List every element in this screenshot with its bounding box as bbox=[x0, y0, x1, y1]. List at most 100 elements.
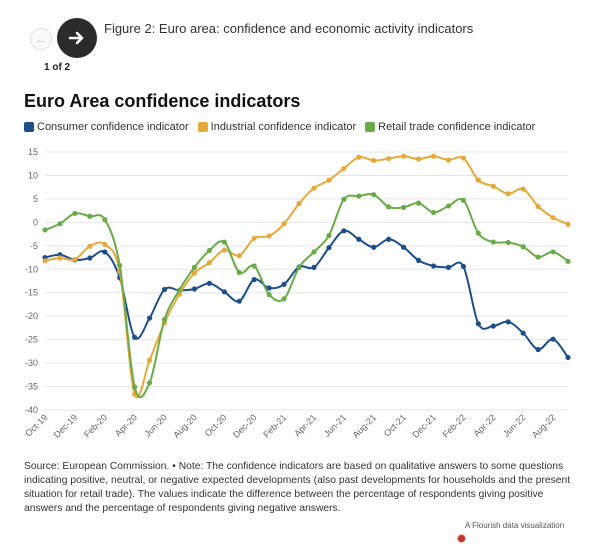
x-tick-label: Dec-21 bbox=[410, 412, 438, 440]
data-point-0 bbox=[356, 236, 362, 242]
data-point-1 bbox=[490, 183, 496, 189]
legend-item-industrial[interactable]: Industrial confidence indicator bbox=[197, 121, 356, 133]
data-point-2 bbox=[266, 292, 272, 298]
data-point-2 bbox=[251, 263, 257, 269]
y-tick-label: -5 bbox=[30, 241, 38, 251]
data-point-2 bbox=[430, 209, 437, 216]
y-tick-label: 10 bbox=[28, 170, 38, 180]
x-tick-label: Apr-21 bbox=[292, 412, 318, 438]
data-point-2 bbox=[371, 192, 377, 198]
y-tick-label: 5 bbox=[33, 194, 38, 204]
data-point-2 bbox=[356, 193, 362, 199]
data-point-0 bbox=[565, 354, 571, 361]
arrow-right-icon bbox=[68, 31, 84, 45]
x-tick-label: Apr-22 bbox=[472, 412, 498, 438]
y-tick-label: -20 bbox=[25, 311, 38, 321]
data-point-1 bbox=[102, 241, 108, 248]
flourish-credit-link[interactable]: A Flourish data visualization bbox=[465, 521, 565, 530]
x-tick-label: Apr-20 bbox=[113, 412, 139, 438]
data-point-0 bbox=[311, 264, 317, 270]
x-tick-label: Oct-19 bbox=[23, 412, 49, 438]
data-point-1 bbox=[401, 153, 407, 159]
data-point-0 bbox=[535, 346, 541, 353]
slide-counter: 1 of 2 bbox=[44, 62, 71, 73]
data-point-1 bbox=[221, 247, 227, 253]
data-point-1 bbox=[550, 215, 556, 221]
data-point-0 bbox=[132, 334, 138, 340]
x-tick-label: Jun-21 bbox=[322, 412, 349, 439]
data-point-2 bbox=[206, 247, 212, 254]
chart-legend: Consumer confidence indicator Industrial… bbox=[24, 121, 535, 133]
data-point-0 bbox=[341, 228, 347, 234]
data-point-0 bbox=[206, 280, 212, 286]
data-point-0 bbox=[505, 319, 511, 325]
previous-figure-button[interactable]: ← bbox=[30, 28, 52, 50]
next-figure-button[interactable] bbox=[57, 18, 97, 58]
data-point-1 bbox=[147, 357, 153, 363]
data-point-2 bbox=[535, 254, 541, 260]
legend-label-consumer: Consumer confidence indicator bbox=[37, 121, 189, 133]
data-point-1 bbox=[475, 177, 481, 183]
chart-title: Euro Area confidence indicators bbox=[24, 91, 301, 111]
data-point-2 bbox=[445, 203, 452, 209]
data-point-0 bbox=[221, 289, 227, 295]
data-point-0 bbox=[415, 257, 422, 263]
data-point-2 bbox=[520, 244, 526, 250]
data-point-0 bbox=[520, 330, 526, 336]
data-point-1 bbox=[72, 256, 78, 263]
data-point-2 bbox=[475, 230, 481, 236]
data-point-0 bbox=[371, 244, 377, 250]
data-point-1 bbox=[386, 155, 392, 162]
x-tick-label: Jun-20 bbox=[142, 412, 169, 439]
data-point-0 bbox=[102, 249, 108, 255]
data-point-0 bbox=[236, 298, 242, 304]
data-point-2 bbox=[460, 197, 466, 203]
legend-swatch-retail bbox=[365, 122, 376, 132]
series-line-2 bbox=[44, 193, 569, 399]
x-tick-label: Dec-20 bbox=[231, 412, 259, 440]
y-tick-label: -35 bbox=[25, 382, 38, 392]
data-point-2 bbox=[57, 221, 63, 227]
data-point-0 bbox=[87, 255, 93, 261]
data-point-1 bbox=[445, 157, 452, 163]
data-point-2 bbox=[221, 239, 227, 245]
legend-item-consumer[interactable]: Consumer confidence indicator bbox=[24, 121, 189, 133]
data-point-2 bbox=[72, 210, 78, 217]
flourish-logo-icon bbox=[457, 534, 466, 543]
x-tick-label: Aug-20 bbox=[171, 412, 199, 440]
data-point-2 bbox=[87, 213, 93, 219]
data-point-2 bbox=[132, 384, 138, 390]
data-point-2 bbox=[341, 196, 347, 202]
data-point-0 bbox=[326, 245, 332, 251]
x-tick-label: Aug-21 bbox=[351, 412, 379, 440]
y-tick-label: -40 bbox=[25, 405, 38, 415]
data-point-0 bbox=[191, 286, 198, 292]
data-point-1 bbox=[281, 221, 287, 227]
data-point-0 bbox=[460, 263, 466, 270]
data-point-2 bbox=[176, 287, 183, 293]
data-point-2 bbox=[311, 249, 317, 255]
data-point-0 bbox=[401, 244, 407, 250]
source-note: Source: European Commission. • Note: The… bbox=[24, 461, 571, 514]
data-point-0 bbox=[445, 264, 452, 270]
y-tick-label: -25 bbox=[25, 335, 38, 345]
data-point-1 bbox=[505, 191, 511, 197]
data-point-0 bbox=[386, 236, 392, 242]
data-point-0 bbox=[490, 323, 496, 329]
data-point-2 bbox=[326, 232, 332, 239]
data-point-1 bbox=[57, 255, 63, 261]
figure-caption: Figure 2: Euro area: confidence and econ… bbox=[104, 21, 474, 36]
data-point-2 bbox=[147, 380, 153, 386]
y-tick-label: 15 bbox=[28, 147, 38, 157]
data-point-2 bbox=[296, 264, 302, 270]
data-point-0 bbox=[161, 286, 168, 293]
data-point-2 bbox=[102, 216, 108, 223]
data-point-1 bbox=[311, 185, 317, 191]
data-point-1 bbox=[236, 253, 242, 259]
legend-item-retail[interactable]: Retail trade confidence indicator bbox=[365, 121, 535, 133]
data-point-0 bbox=[251, 276, 257, 283]
legend-swatch-industrial bbox=[197, 122, 208, 132]
data-point-1 bbox=[415, 156, 422, 162]
data-point-1 bbox=[251, 235, 257, 241]
data-point-2 bbox=[161, 316, 168, 323]
